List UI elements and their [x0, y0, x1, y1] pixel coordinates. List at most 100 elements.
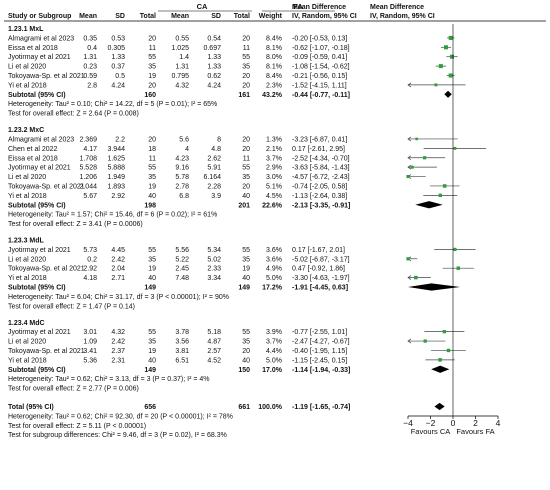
study-point — [453, 247, 457, 252]
study-cell: 5.34 — [207, 247, 221, 254]
study-name: Tokoyawa-Sp. et al 2021 — [8, 348, 85, 355]
study-cell: 1.33 — [207, 64, 221, 71]
study-cell: 35 — [148, 339, 156, 346]
study-name: Eissa et al 2018 — [8, 45, 58, 52]
study-point — [448, 35, 453, 40]
study-point — [453, 146, 457, 150]
study-point — [423, 339, 427, 343]
study-cell: 35 — [242, 174, 250, 181]
study-point — [410, 165, 414, 169]
study-cell: 5.02 — [207, 256, 221, 263]
study-name: Jyotirmay et al 2021 — [8, 165, 71, 172]
study-cell: 3.41 — [83, 348, 97, 355]
study-name: Almagrami et al 2023 — [8, 35, 74, 42]
study-cell: 4.32 — [111, 329, 125, 336]
x-axis-tick-label: 2 — [473, 418, 478, 428]
subgroup-overall-test: Test for overall effect: Z = 3.41 (P = 0… — [8, 221, 143, 228]
header-md-title-right: Mean Difference — [370, 4, 424, 11]
study-cell: 40 — [242, 275, 250, 282]
study-cell: 40 — [148, 357, 156, 364]
study-name: Yi et al 2018 — [8, 193, 47, 200]
study-cell: 8.4% — [266, 73, 282, 80]
study-cell: 2.2 — [115, 136, 125, 143]
study-cell: 35 — [242, 256, 250, 263]
study-cell: 0.54 — [207, 35, 221, 42]
study-md-ci: -1.08 [-1.54, -0.62] — [292, 64, 350, 71]
header-col-3: Total — [140, 13, 156, 20]
footer-line: Test for subgroup differences: Chi² = 9.… — [8, 432, 227, 439]
study-md-ci: -1.13 [-2.64, 0.38] — [292, 193, 347, 200]
subtotal-n-fa: 161 — [238, 92, 250, 99]
study-point — [444, 45, 449, 50]
study-cell: 2.044 — [79, 183, 97, 190]
study-point — [438, 358, 442, 362]
subtotal-diamond — [444, 90, 452, 98]
subtotal-n-fa: 201 — [238, 202, 250, 209]
study-cell: 4 — [185, 146, 189, 153]
study-cell: 4.9% — [266, 266, 282, 273]
study-cell: 5.22 — [175, 256, 189, 263]
study-cell: 1.893 — [107, 183, 125, 190]
study-cell: 11 — [243, 45, 250, 52]
study-cell: 20 — [242, 146, 250, 153]
study-cell: 3.81 — [175, 348, 189, 355]
subgroup-heterogeneity: Heterogeneity: Tau² = 1.57; Chi² = 15.46… — [8, 212, 217, 219]
study-cell: 5.0% — [266, 357, 282, 364]
study-point — [415, 137, 418, 141]
subgroup-overall-test: Test for overall effect: Z = 1.47 (P = 0… — [8, 303, 135, 310]
study-cell: 2.71 — [111, 275, 125, 282]
subtotal-weight: 22.6% — [262, 202, 283, 209]
study-cell: 20 — [242, 73, 250, 80]
total-weight: 100.0% — [258, 404, 283, 411]
study-ci-arrow-left — [407, 136, 412, 142]
study-point — [442, 330, 446, 334]
study-cell: 55 — [242, 54, 250, 61]
header-md-title: Mean Difference — [292, 4, 346, 11]
total-n-ca: 656 — [144, 404, 156, 411]
study-cell: 1.708 — [79, 155, 97, 162]
study-cell: 3.6% — [266, 256, 282, 263]
study-cell: 8.1% — [266, 64, 282, 71]
study-cell: 2.78 — [175, 183, 189, 190]
study-cell: 0.53 — [111, 35, 125, 42]
subtotal-weight: 17.2% — [262, 285, 283, 292]
study-cell: 6.164 — [203, 174, 221, 181]
study-cell: 5.36 — [83, 357, 97, 364]
study-cell: 2.1% — [266, 146, 282, 153]
header-col-7: Weight — [259, 13, 283, 20]
study-cell: 4.17 — [83, 146, 97, 153]
study-cell: 3.78 — [175, 329, 189, 336]
subtotal-n-ca: 160 — [144, 92, 156, 99]
study-cell: 6.51 — [175, 357, 189, 364]
total-md-ci: -1.19 [-1.65, -0.74] — [292, 404, 350, 411]
total-label: Total (95% CI) — [8, 404, 54, 411]
study-cell: 2.369 — [79, 136, 97, 143]
study-cell: 35 — [148, 64, 156, 71]
study-cell: 5.56 — [175, 247, 189, 254]
study-cell: 11 — [243, 155, 250, 162]
study-md-ci: -4.57 [-6.72, -2.43] — [292, 174, 350, 181]
study-cell: 55 — [242, 247, 250, 254]
study-md-ci: 0.17 [-1.67, 2.01] — [292, 247, 345, 254]
study-cell: 2.33 — [207, 266, 221, 273]
study-cell: 40 — [148, 193, 156, 200]
study-name: Chen et al 2022 — [8, 146, 58, 153]
study-md-ci: -3.30 [-4.63, -1.97] — [292, 275, 350, 282]
study-cell: 0.795 — [171, 73, 189, 80]
study-cell: 7.48 — [175, 275, 189, 282]
study-cell: 0.5 — [115, 73, 125, 80]
subtotal-diamond — [431, 365, 450, 373]
study-cell: 4.24 — [111, 82, 125, 89]
study-cell: 35 — [242, 64, 250, 71]
study-cell: 1.33 — [207, 54, 221, 61]
subtotal-diamond — [408, 283, 461, 291]
footer-line: Heterogeneity: Tau² = 0.62; Chi² = 92.30… — [8, 413, 233, 420]
study-ci-arrow-left — [407, 275, 412, 280]
subtotal-md-ci: -0.44 [-0.77, -0.11] — [292, 92, 350, 99]
study-cell: 20 — [148, 35, 156, 42]
study-cell: 2.8 — [87, 82, 97, 89]
study-cell: 0.59 — [83, 73, 97, 80]
subtotal-label: Subtotal (95% CI) — [8, 92, 66, 99]
study-cell: 2.31 — [111, 357, 125, 364]
